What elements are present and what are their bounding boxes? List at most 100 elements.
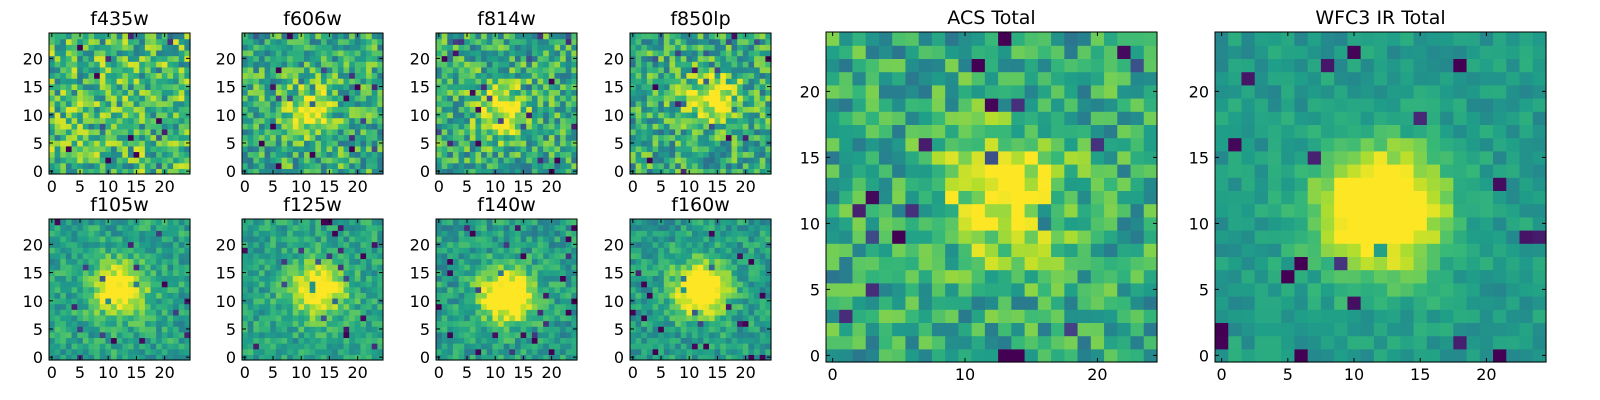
heatmap-cell <box>304 297 311 305</box>
heatmap-cell <box>481 33 488 40</box>
heatmap-cell <box>77 297 84 305</box>
heatmap-cell <box>133 297 140 305</box>
heatmap-cell <box>82 303 90 310</box>
heatmap-cell <box>71 337 78 344</box>
heatmap-cell <box>144 66 152 74</box>
heatmap-cell <box>663 49 671 57</box>
heatmap-cell <box>139 106 146 113</box>
heatmap-cell <box>258 275 266 282</box>
heatmap-cell <box>343 309 350 316</box>
heatmap-cell <box>94 309 101 316</box>
heatmap-cell <box>326 286 333 293</box>
heatmap-cell <box>452 230 460 237</box>
heatmap-cell <box>326 134 333 141</box>
heatmap-cell <box>77 55 84 62</box>
heatmap-cell <box>178 134 185 141</box>
heatmap-cell <box>441 320 448 327</box>
heatmap-cell <box>247 106 254 113</box>
heatmap-cell <box>464 224 471 231</box>
heatmap-cell <box>630 151 637 158</box>
heatmap-cell <box>366 140 373 147</box>
heatmap-cell <box>127 241 135 248</box>
heatmap-cell <box>663 168 671 175</box>
heatmap-cell <box>548 281 556 288</box>
heatmap-cell <box>304 331 311 339</box>
heatmap-cell <box>441 145 448 153</box>
heatmap-cell <box>354 303 362 310</box>
heatmap-cell <box>447 61 454 68</box>
heatmap-cell <box>360 157 367 164</box>
heatmap-cell <box>742 309 750 316</box>
heatmap-cell <box>447 343 454 350</box>
heatmap-cell <box>320 49 328 57</box>
heatmap-cell <box>441 55 448 62</box>
heatmap-cell <box>526 348 533 355</box>
heatmap-cell <box>253 162 260 169</box>
heatmap-cell <box>264 38 271 45</box>
heatmap-cell <box>754 314 761 322</box>
heatmap-cell <box>703 337 710 344</box>
heatmap-cell <box>630 337 637 344</box>
heatmap-cell <box>309 235 316 243</box>
heatmap-cell <box>167 140 174 147</box>
heatmap-cell <box>537 320 544 327</box>
heatmap-cell <box>337 95 345 102</box>
heatmap-cell <box>509 224 516 231</box>
heatmap-cell <box>492 145 499 153</box>
heatmap-cell <box>343 134 350 141</box>
heatmap-cell <box>184 230 191 237</box>
heatmap-cell <box>509 151 516 158</box>
heatmap-cell <box>714 348 721 355</box>
heatmap-cell <box>270 258 277 265</box>
heatmap-cell <box>475 83 482 90</box>
heatmap-cell <box>708 320 716 327</box>
heatmap-cell <box>178 140 185 147</box>
heatmap-cell <box>127 247 135 254</box>
heatmap-cell <box>54 89 61 96</box>
heatmap-cell <box>354 55 362 62</box>
heatmap-cell <box>675 275 682 282</box>
heatmap-cell <box>526 49 533 57</box>
heatmap-cell <box>354 292 362 299</box>
heatmap-cell <box>366 44 373 51</box>
heatmap-cell <box>537 286 544 293</box>
heatmap-cell <box>641 78 648 85</box>
heatmap-cell <box>675 303 682 310</box>
heatmap-cell <box>343 72 350 79</box>
heatmap-cell <box>275 123 283 130</box>
heatmap-cell <box>714 286 721 293</box>
heatmap-cell <box>105 134 112 141</box>
heatmap-cell <box>498 258 505 265</box>
heatmap-cell <box>349 331 356 339</box>
heatmap-cell <box>514 38 522 45</box>
heatmap-cell <box>173 258 180 265</box>
heatmap-cell <box>270 72 277 79</box>
heatmap-cell <box>663 95 671 102</box>
heatmap-cell <box>554 151 561 158</box>
heatmap-cell <box>503 275 510 282</box>
heatmap-cell <box>315 320 322 327</box>
heatmap-cell <box>178 117 185 124</box>
heatmap-cell <box>167 309 174 316</box>
heatmap-cell <box>731 297 738 305</box>
heatmap-cell <box>127 106 135 113</box>
heatmap-cell <box>298 100 305 107</box>
heatmap-cell <box>309 269 316 276</box>
heatmap-cell <box>167 100 174 107</box>
heatmap-cell <box>520 145 527 153</box>
heatmap-cell <box>714 78 721 85</box>
heatmap-cell <box>54 44 61 51</box>
heatmap-cell <box>150 66 157 74</box>
heatmap-cell <box>360 66 367 74</box>
heatmap-cell <box>54 348 61 355</box>
heatmap-cell <box>65 354 73 361</box>
heatmap-cell <box>509 281 516 288</box>
heatmap-cell <box>315 117 322 124</box>
heatmap-cell <box>464 269 471 276</box>
heatmap-cell <box>247 219 254 226</box>
heatmap-cell <box>469 320 477 327</box>
heatmap-cell <box>184 72 191 79</box>
heatmap-cell <box>60 337 67 344</box>
heatmap-cell <box>486 38 493 45</box>
heatmap-cell <box>526 309 533 316</box>
